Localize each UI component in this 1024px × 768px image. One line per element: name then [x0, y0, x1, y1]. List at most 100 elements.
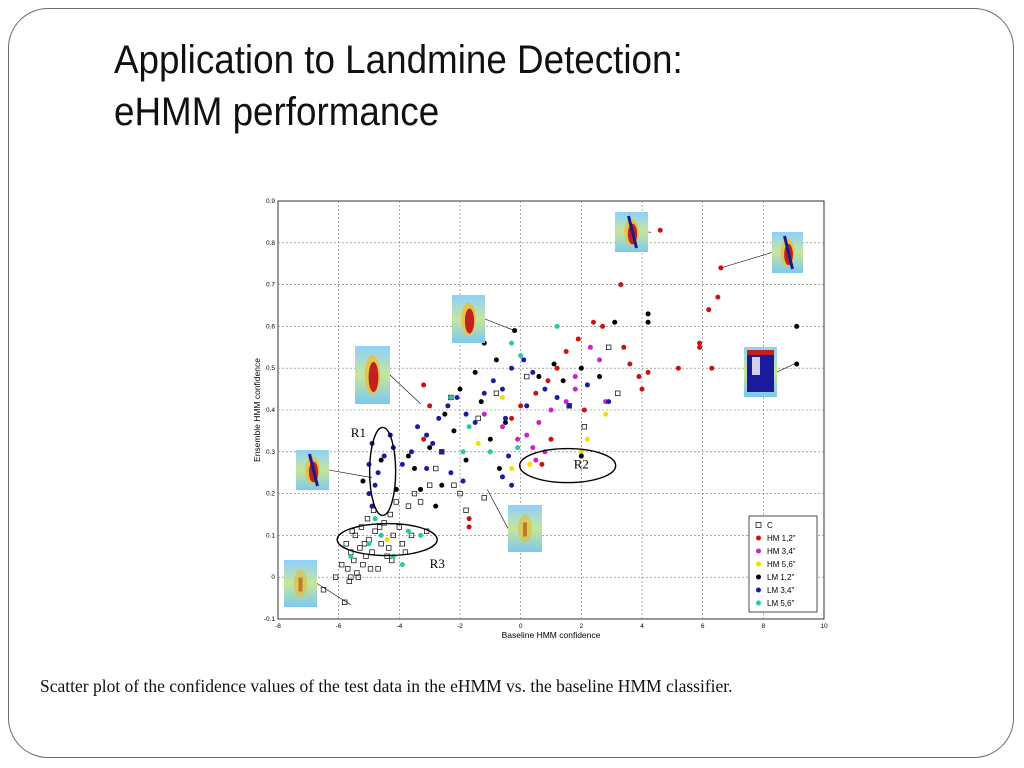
data-point — [351, 557, 357, 564]
data-point — [706, 307, 712, 313]
data-point — [345, 566, 351, 572]
data-point — [581, 407, 587, 413]
data-point — [433, 465, 439, 472]
x-tick-label: 10 — [820, 623, 828, 630]
data-point — [415, 424, 421, 430]
data-point — [463, 507, 469, 513]
data-point — [697, 344, 703, 350]
slide-caption: Scatter plot of the confidence values of… — [40, 676, 733, 696]
data-point — [369, 503, 375, 509]
data-point — [563, 399, 569, 405]
data-point — [372, 528, 378, 534]
data-point — [408, 532, 415, 539]
data-point — [472, 420, 478, 426]
data-point — [612, 319, 618, 325]
data-point — [524, 432, 530, 438]
series-1 — [421, 227, 724, 530]
data-point — [366, 541, 372, 547]
data-point — [478, 399, 484, 405]
thumbnail-stripe — [627, 215, 638, 249]
data-point — [530, 445, 536, 451]
data-point — [454, 394, 460, 400]
data-point — [430, 440, 436, 446]
slide-title: Application to Landmine Detection: eHMM … — [114, 34, 868, 138]
data-point — [424, 432, 430, 438]
data-point — [427, 482, 433, 488]
data-point — [645, 319, 651, 325]
data-point — [572, 386, 578, 392]
data-point — [584, 382, 590, 388]
region-R3-ellipse — [336, 522, 438, 557]
data-point — [499, 424, 505, 430]
legend-label: LM 5,6" — [767, 599, 794, 608]
data-point — [481, 411, 487, 417]
data-point — [399, 541, 406, 547]
x-tick-label: -2 — [457, 623, 463, 630]
data-point — [439, 482, 445, 488]
data-point — [509, 340, 515, 346]
data-point — [560, 378, 566, 384]
data-point — [360, 562, 366, 568]
data-point — [518, 353, 524, 359]
data-point — [548, 436, 554, 442]
data-point — [715, 294, 721, 300]
data-point — [357, 545, 363, 551]
spectrogram-thumbnail — [615, 212, 652, 252]
data-point — [418, 532, 424, 538]
data-point — [348, 553, 354, 559]
data-point — [355, 574, 362, 580]
data-point — [346, 578, 352, 585]
data-point — [463, 411, 469, 417]
data-point — [348, 574, 354, 580]
data-point — [417, 499, 424, 505]
data-point — [615, 390, 621, 396]
legend: C HM 1,2" HM 3,4" HM 5,6" LM 1,2" LM 3,4" LM 5… — [748, 515, 818, 613]
data-point — [639, 386, 645, 392]
series-0 — [320, 344, 621, 605]
data-point — [600, 323, 606, 329]
x-tick-label: 6 — [701, 623, 705, 630]
thumbnail-core — [464, 308, 475, 334]
slide-title-line-2: eHMM performance — [114, 90, 440, 134]
data-point — [542, 386, 548, 392]
data-point — [539, 461, 545, 467]
region-R1-label: R1 — [351, 425, 366, 440]
y-tick-label: 0.7 — [266, 282, 275, 289]
region-R3-label: R3 — [430, 556, 445, 571]
legend-label: LM 1,2" — [767, 573, 794, 582]
data-point — [436, 415, 442, 421]
data-point — [581, 424, 588, 430]
data-point — [578, 453, 584, 459]
data-point — [421, 436, 427, 442]
data-point — [411, 490, 418, 497]
data-point — [563, 348, 569, 354]
spectrogram-thumbnail — [284, 560, 351, 607]
data-point — [424, 466, 430, 472]
data-point — [364, 516, 371, 522]
data-point — [375, 470, 381, 476]
leader-line — [328, 469, 373, 479]
leader-line — [484, 318, 515, 331]
data-point — [530, 369, 536, 375]
data-point — [463, 457, 469, 463]
data-point — [606, 399, 612, 405]
data-point — [387, 511, 393, 518]
data-point — [399, 461, 405, 467]
x-tick-label: 4 — [640, 623, 644, 630]
leader-line — [720, 252, 773, 269]
data-point — [509, 466, 515, 472]
data-point — [466, 516, 472, 522]
data-point — [554, 365, 560, 371]
spectrogram-thumbnail — [296, 450, 373, 490]
data-point — [399, 562, 405, 568]
leader-line — [487, 489, 509, 529]
slide-title-line-1: Application to Landmine Detection: — [114, 38, 683, 82]
data-point — [475, 415, 481, 422]
data-point — [451, 428, 457, 434]
spectrogram-thumbnail — [720, 232, 803, 273]
data-point — [499, 394, 505, 400]
legend-marker — [756, 548, 761, 554]
y-tick-label: 0.3 — [266, 449, 275, 456]
y-tick-label: 0 — [271, 574, 275, 581]
data-point — [466, 424, 472, 430]
